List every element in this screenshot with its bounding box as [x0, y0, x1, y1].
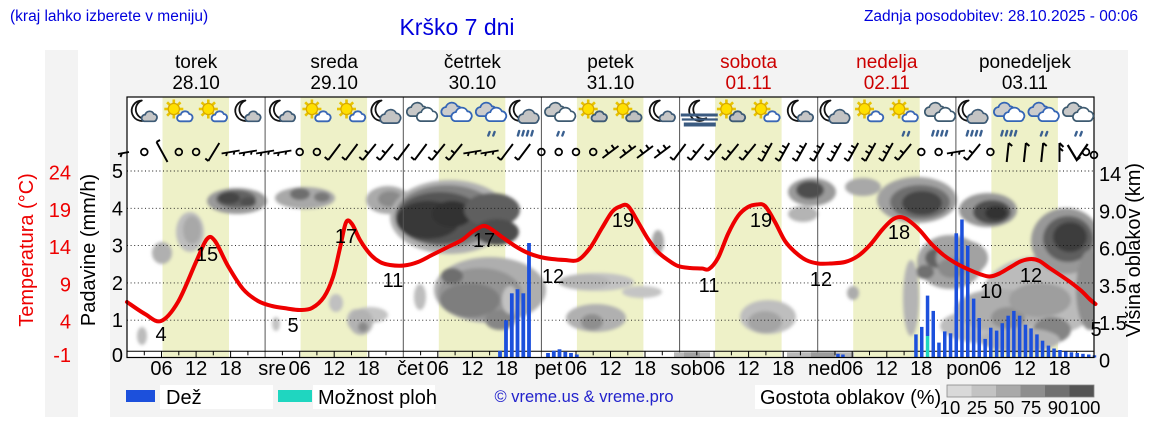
svg-text:18: 18 — [634, 358, 656, 380]
svg-text:Temperatura (°C): Temperatura (°C) — [16, 173, 38, 327]
svg-text:50: 50 — [994, 397, 1015, 418]
svg-text:18: 18 — [772, 358, 794, 380]
svg-text:06: 06 — [565, 358, 587, 380]
svg-text:Zadnja posodobitev: 28.10.2025: Zadnja posodobitev: 28.10.2025 - 00:06 — [864, 8, 1138, 25]
svg-text:90: 90 — [1048, 397, 1069, 418]
svg-text:14: 14 — [49, 237, 71, 259]
svg-text:Možnost ploh: Možnost ploh — [318, 387, 437, 409]
svg-text:12: 12 — [461, 358, 483, 380]
svg-text:petek: petek — [587, 52, 634, 73]
svg-text:sob: sob — [670, 358, 702, 380]
svg-text:12: 12 — [810, 269, 832, 291]
svg-text:Krško 7 dni: Krško 7 dni — [399, 14, 514, 40]
svg-text:Gostota oblakov (%): Gostota oblakov (%) — [760, 387, 941, 409]
svg-text:© vreme.us & vreme.pro: © vreme.us & vreme.pro — [494, 388, 673, 406]
svg-text:31.10: 31.10 — [587, 73, 635, 94]
svg-text:12: 12 — [323, 358, 345, 380]
svg-text:18: 18 — [219, 358, 241, 380]
svg-text:pon: pon — [946, 358, 979, 380]
svg-text:17: 17 — [473, 230, 495, 252]
svg-text:28.10: 28.10 — [172, 73, 220, 94]
svg-text:sre: sre — [258, 358, 286, 380]
svg-text:18: 18 — [888, 222, 910, 244]
svg-text:10: 10 — [980, 281, 1002, 303]
svg-text:17: 17 — [335, 226, 357, 248]
svg-text:100: 100 — [1070, 397, 1101, 418]
svg-text:03.11: 03.11 — [1002, 73, 1048, 94]
svg-text:18: 18 — [1048, 358, 1070, 380]
svg-text:0: 0 — [1099, 351, 1110, 373]
svg-text:3.5: 3.5 — [1099, 276, 1127, 298]
svg-text:11: 11 — [699, 275, 720, 297]
svg-text:4: 4 — [155, 324, 166, 346]
svg-text:ponedeljek: ponedeljek — [979, 52, 1071, 73]
svg-text:0: 0 — [112, 345, 123, 367]
svg-text:-1: -1 — [53, 345, 71, 367]
svg-text:06: 06 — [703, 358, 725, 380]
svg-text:torek: torek — [175, 52, 218, 73]
svg-text:12: 12 — [185, 358, 207, 380]
svg-text:06: 06 — [427, 358, 449, 380]
svg-text:5: 5 — [1090, 319, 1101, 341]
svg-text:pet: pet — [534, 358, 562, 380]
svg-text:Padavine (mm/h): Padavine (mm/h) — [78, 174, 100, 326]
svg-text:4: 4 — [60, 312, 71, 334]
svg-text:06: 06 — [979, 358, 1001, 380]
svg-text:18: 18 — [496, 358, 518, 380]
svg-text:5: 5 — [112, 161, 123, 183]
svg-text:19: 19 — [750, 210, 772, 232]
svg-text:14: 14 — [1099, 164, 1121, 186]
svg-text:1.5: 1.5 — [1099, 313, 1127, 335]
svg-text:sreda: sreda — [310, 52, 358, 73]
svg-text:12: 12 — [599, 358, 621, 380]
svg-text:01.11: 01.11 — [726, 73, 772, 94]
svg-text:24: 24 — [49, 163, 71, 185]
svg-text:75: 75 — [1021, 397, 1042, 418]
svg-text:15: 15 — [196, 244, 218, 266]
svg-text:sobota: sobota — [720, 52, 777, 73]
svg-text:5: 5 — [287, 315, 298, 337]
svg-text:2: 2 — [112, 273, 123, 295]
svg-text:25: 25 — [967, 397, 988, 418]
svg-text:12: 12 — [876, 358, 898, 380]
svg-text:čet: čet — [397, 358, 424, 380]
svg-text:18: 18 — [358, 358, 380, 380]
svg-text:12: 12 — [542, 266, 564, 288]
svg-text:19: 19 — [612, 210, 634, 232]
svg-text:1: 1 — [112, 310, 123, 332]
svg-text:ned: ned — [808, 358, 841, 380]
svg-text:19: 19 — [49, 200, 71, 222]
svg-text:3: 3 — [112, 236, 123, 258]
svg-text:12: 12 — [1014, 358, 1036, 380]
svg-text:Dež: Dež — [166, 387, 202, 409]
svg-text:18: 18 — [910, 358, 932, 380]
svg-text:06: 06 — [289, 358, 311, 380]
svg-text:(kraj lahko izberete v meniju): (kraj lahko izberete v meniju) — [10, 8, 208, 25]
svg-text:12: 12 — [1020, 265, 1042, 287]
svg-text:9: 9 — [60, 274, 71, 296]
svg-text:12: 12 — [737, 358, 759, 380]
svg-text:nedelja: nedelja — [856, 52, 918, 73]
svg-text:06: 06 — [841, 358, 863, 380]
svg-text:30.10: 30.10 — [449, 73, 497, 94]
svg-text:11: 11 — [383, 270, 404, 292]
svg-text:Višina oblakov (km): Višina oblakov (km) — [1123, 163, 1145, 337]
svg-text:6.0: 6.0 — [1099, 239, 1127, 261]
svg-text:06: 06 — [150, 358, 172, 380]
svg-text:4: 4 — [112, 198, 123, 220]
svg-text:02.11: 02.11 — [864, 73, 910, 94]
svg-text:četrtek: četrtek — [444, 52, 502, 73]
svg-text:29.10: 29.10 — [310, 73, 358, 94]
svg-text:9.0: 9.0 — [1099, 201, 1127, 223]
svg-text:10: 10 — [940, 397, 961, 418]
